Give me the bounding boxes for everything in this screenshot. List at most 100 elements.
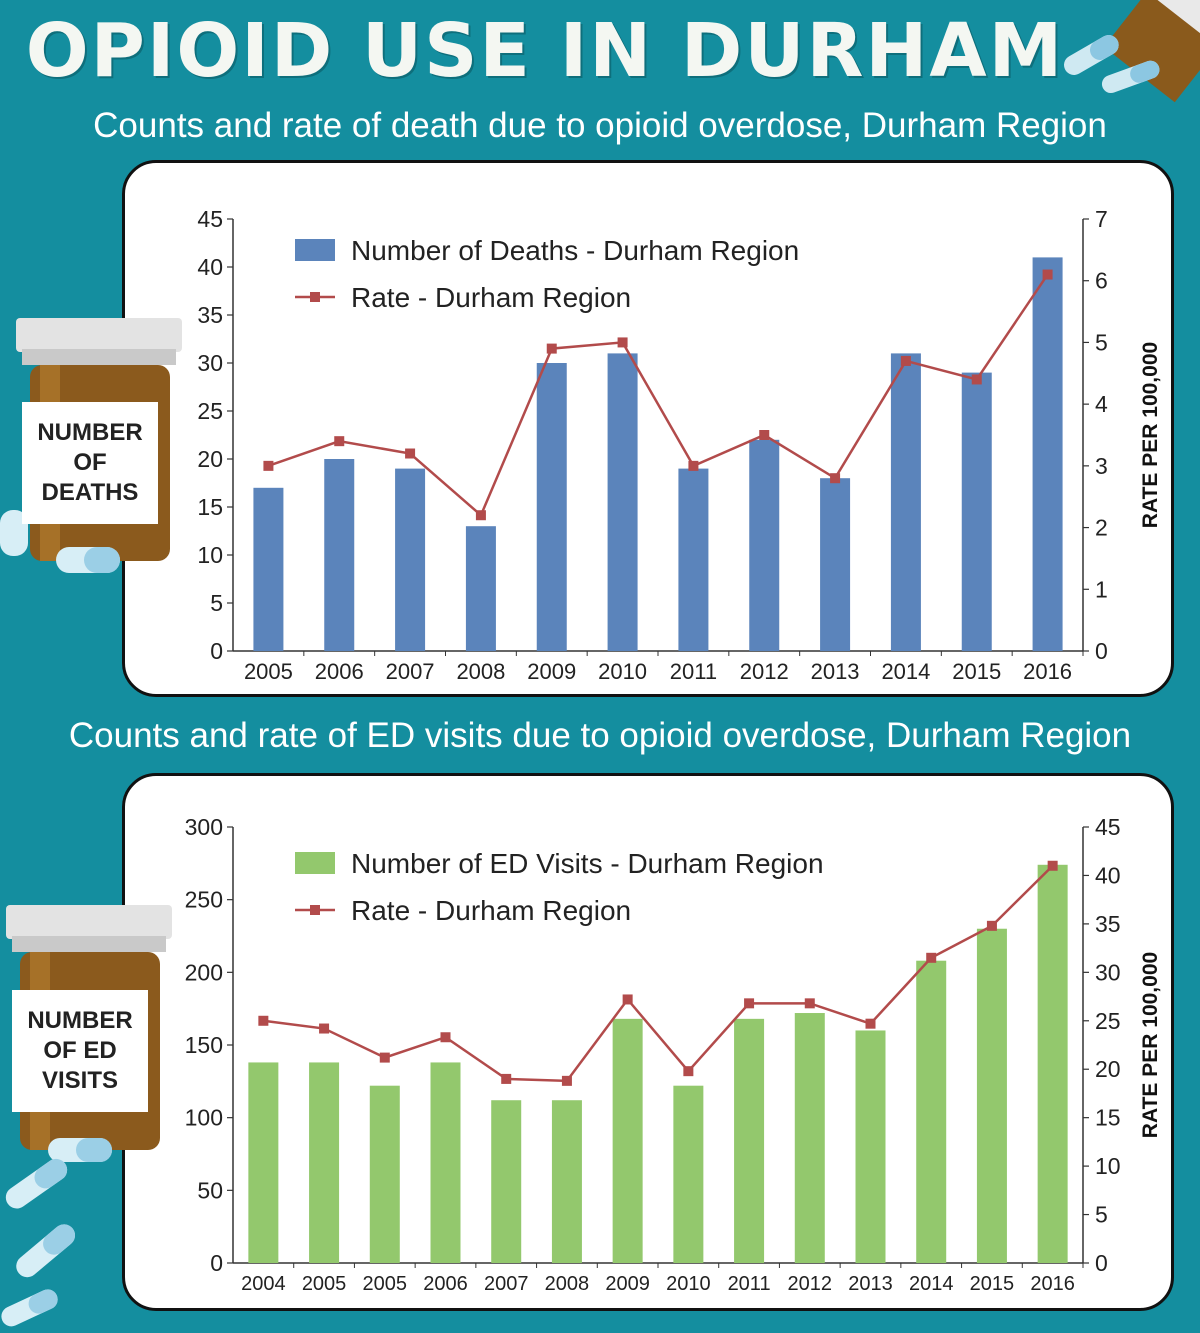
legend-bar-swatch: [295, 852, 335, 874]
bar: [678, 468, 709, 651]
bar: [734, 1018, 765, 1263]
rate-marker: [475, 510, 486, 521]
y-right-axis-title: RATE PER 100,000: [1139, 342, 1162, 528]
rate-marker: [405, 448, 416, 459]
bar: [794, 1013, 825, 1263]
bar: [248, 1062, 279, 1263]
y-right-tick-label: 40: [1095, 862, 1121, 888]
y-left-tick-label: 45: [197, 206, 223, 232]
x-tick-label: 2008: [545, 1273, 590, 1295]
y-right-tick-label: 0: [1095, 638, 1108, 664]
rate-marker: [379, 1052, 390, 1063]
rate-marker: [622, 994, 633, 1005]
legend-line-label: Rate - Durham Region: [351, 895, 631, 926]
pills-decoration-bottom-icon: [1, 1158, 76, 1327]
x-tick-label: 2006: [315, 659, 364, 684]
x-tick-label: 2015: [970, 1273, 1015, 1295]
legend-line-label: Rate - Durham Region: [351, 282, 631, 313]
page-title: OPIOID USE IN DURHAM: [25, 8, 1065, 94]
y-left-tick-label: 25: [197, 398, 223, 424]
y-right-tick-label: 45: [1095, 814, 1121, 840]
x-tick-label: 2010: [666, 1273, 711, 1295]
rate-marker: [440, 1032, 451, 1043]
rate-marker: [865, 1018, 876, 1029]
bar: [673, 1085, 704, 1263]
y-right-tick-label: 7: [1095, 206, 1108, 232]
bar: [976, 928, 1007, 1263]
x-tick-label: 2015: [952, 659, 1001, 684]
chart-title-deaths: Counts and rate of death due to opioid o…: [93, 106, 1107, 145]
x-tick-label: 2012: [788, 1273, 833, 1295]
bar: [253, 487, 284, 651]
legend-line-marker: [310, 292, 320, 302]
bar: [465, 526, 496, 651]
y-right-tick-label: 35: [1095, 911, 1121, 937]
rate-marker: [830, 473, 841, 484]
y-left-tick-label: 150: [185, 1032, 223, 1058]
rate-marker: [683, 1066, 694, 1077]
x-tick-label: 2007: [484, 1273, 529, 1295]
x-tick-label: 2014: [909, 1273, 954, 1295]
y-right-tick-label: 6: [1095, 268, 1108, 294]
x-tick-label: 2010: [598, 659, 647, 684]
x-tick-label: 2005: [302, 1273, 347, 1295]
bar: [855, 1030, 886, 1263]
legend-bar-swatch: [295, 239, 335, 261]
ed-visits-chart: 0 50 100 150 200 250 300 0 5 10 15 20 25 30 35 40 45 RATE…: [185, 814, 1162, 1295]
pill-bottle-decoration-top-icon: [1064, 0, 1200, 103]
bar: [890, 353, 921, 651]
bar: [536, 363, 567, 651]
x-tick-label: 2011: [670, 659, 717, 684]
y-right-tick-label: 20: [1095, 1056, 1121, 1082]
y-left-tick-label: 35: [197, 302, 223, 328]
x-tick-label: 2005: [363, 1273, 408, 1295]
legend-line-marker: [310, 905, 320, 915]
rate-marker: [319, 1023, 330, 1034]
bar: [491, 1100, 522, 1263]
bar: [916, 960, 947, 1263]
x-tick-label: 2011: [728, 1273, 771, 1295]
x-tick-label: 2009: [605, 1273, 650, 1295]
y-right-tick-label: 25: [1095, 1008, 1121, 1034]
x-tick-label: 2005: [244, 659, 293, 684]
bar: [369, 1085, 400, 1263]
rate-marker: [900, 355, 911, 366]
y-right-tick-label: 10: [1095, 1153, 1121, 1179]
x-tick-label: 2016: [1023, 659, 1072, 684]
x-tick-label: 2012: [740, 659, 789, 684]
rate-line: [268, 273, 1049, 518]
rate-marker: [561, 1075, 572, 1086]
y-right-tick-label: 5: [1095, 1202, 1108, 1228]
y-right-tick-label: 0: [1095, 1250, 1108, 1276]
chart-title-ed-visits: Counts and rate of ED visits due to opio…: [68, 716, 1132, 755]
x-tick-label: 2013: [848, 1273, 893, 1295]
y-right-tick-label: 30: [1095, 959, 1121, 985]
legend-bar-label: Number of ED Visits - Durham Region: [351, 848, 824, 879]
y-right-tick-label: 3: [1095, 453, 1108, 479]
x-tick-label: 2004: [241, 1273, 286, 1295]
rate-marker: [744, 998, 755, 1009]
bar: [749, 439, 780, 651]
y-left-tick-label: 15: [197, 494, 223, 520]
rate-marker: [688, 460, 699, 471]
bar: [961, 372, 992, 651]
y-left-tick-label: 30: [197, 350, 223, 376]
legend-bar-label: Number of Deaths - Durham Region: [351, 235, 799, 266]
rate-marker: [334, 436, 345, 447]
y-right-tick-label: 2: [1095, 515, 1108, 541]
ed-visits-axis-label: NUMBER OF ED VISITS: [12, 990, 148, 1112]
bar: [309, 1062, 340, 1263]
y-left-tick-label: 200: [185, 959, 223, 985]
rate-marker: [971, 374, 982, 385]
y-left-tick-label: 0: [210, 638, 223, 664]
y-right-axis-title: RATE PER 100,000: [1139, 952, 1162, 1138]
bar: [395, 468, 426, 651]
x-tick-label: 2014: [881, 659, 930, 684]
rate-marker: [1047, 860, 1058, 871]
y-left-tick-label: 50: [197, 1177, 223, 1203]
bar: [430, 1062, 461, 1263]
x-tick-label: 2008: [456, 659, 505, 684]
y-left-tick-label: 0: [210, 1250, 223, 1276]
rate-line: [263, 864, 1054, 1083]
